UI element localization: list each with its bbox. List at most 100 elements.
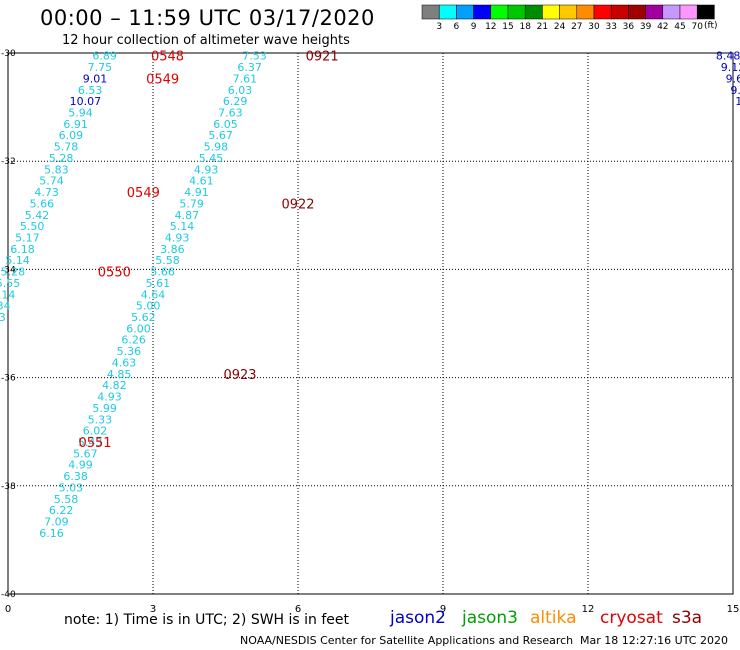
colorbar-units: (ft) (704, 21, 718, 31)
time-label: 0548 (151, 50, 184, 65)
colorbar-swatch (524, 4, 543, 20)
colorbar-swatch (507, 4, 526, 20)
colorbar-label: 15 (502, 22, 513, 32)
data-point-label: 9.91 (730, 84, 740, 97)
colorbar-swatch (542, 4, 560, 20)
colorbar-label: 24 (554, 22, 566, 32)
data-point-label: 6.91 (63, 118, 88, 131)
data-point-label: 4.93 (97, 391, 122, 404)
colorbar-swatch (593, 4, 612, 20)
plot-frame (7, 52, 734, 595)
data-point-label: 7.61 (233, 72, 258, 85)
data-point-label: 6.89 (92, 50, 117, 63)
data-point-label: 6.22 (49, 504, 74, 517)
data-point-label: 6.02 (83, 425, 108, 438)
data-point-label: 5.58 (155, 254, 180, 267)
data-point-label: 5.14 (170, 220, 195, 233)
colorbar-swatch (473, 4, 492, 20)
data-point-label: 7.09 (44, 516, 69, 529)
data-point-label: 5.33 (88, 413, 113, 426)
data-point-label: 5.99 (92, 402, 117, 415)
time-label: 0550 (98, 266, 131, 281)
data-point-label: 5.28 (49, 152, 74, 165)
y-tick-label: -34 (1, 265, 16, 275)
colorbar-label: 42 (657, 22, 668, 32)
legend-s3a: s3a (672, 608, 703, 628)
time-label: 0922 (281, 197, 314, 212)
data-point-label: 5.78 (54, 141, 79, 154)
data-point-label: 5.50 (20, 220, 45, 233)
data-point-label: 5.36 (117, 345, 142, 358)
time-label: 0551 (78, 436, 111, 451)
data-point-label: 5.42 (25, 209, 50, 222)
data-point-label: 6.18 (10, 243, 35, 256)
data-point-label: 4.93 (194, 163, 219, 176)
data-point-label: 10.0 (735, 95, 740, 108)
data-point-label: 5.59 (0, 322, 1, 335)
colorbar-label: 33 (605, 22, 616, 32)
data-point-label: 5.98 (204, 141, 229, 154)
data-point-label: 5.94 (68, 107, 93, 120)
colorbar-swatch (679, 4, 698, 20)
colorbar-swatch (559, 4, 578, 20)
colorbar-swatch (456, 4, 474, 20)
data-point-label: 5.43 (78, 436, 103, 449)
legend-jason3: jason3 (462, 608, 518, 628)
data-point-label: 4.91 (184, 186, 209, 199)
data-point-label: 6.38 (63, 470, 88, 483)
colorbar-swatch (490, 4, 509, 20)
data-point-label: 4.99 (68, 459, 93, 472)
colorbar-label: 39 (640, 22, 652, 32)
data-point-label: 9.12 (721, 61, 740, 74)
data-point-label: 4.87 (175, 209, 200, 222)
data-point-label: 6.09 (59, 129, 84, 142)
data-point-label: 4.61 (189, 175, 214, 188)
data-point-label: 5.28 (1, 266, 26, 279)
x-tick-label: 15 (727, 604, 740, 615)
colorbar-swatch (576, 4, 595, 20)
data-point-label: 5.73 (0, 311, 6, 324)
data-point-label: 5.62 (131, 311, 156, 324)
note-text: note: 1) Time is in UTC; 2) SWH is in fe… (64, 612, 350, 628)
data-point-label: 5.55 (0, 277, 20, 290)
data-point-label: 5.14 (5, 254, 30, 267)
x-tick-label: 0 (5, 604, 11, 615)
data-point-label: 5.66 (30, 197, 55, 210)
data-point-label: 5.83 (44, 163, 69, 176)
data-point-label: 4.73 (34, 186, 59, 199)
colorbar-swatch (645, 4, 664, 20)
time-label: 0549 (127, 186, 160, 201)
data-point-label: 4.63 (112, 356, 137, 369)
data-point-label: 6.14 (0, 288, 15, 301)
colorbar-swatch (662, 4, 681, 20)
data-point-label: 6.00 (126, 322, 151, 335)
data-point-label: 5.61 (146, 277, 171, 290)
data-point-label: 10.07 (70, 95, 102, 108)
legend-altika: altika (530, 608, 577, 628)
data-point-label: 5.79 (179, 197, 204, 210)
data-point-label: 6.03 (228, 84, 253, 97)
time-label: 0549 (146, 72, 179, 87)
data-point-label: 3.86 (160, 243, 185, 256)
colorbar-swatch (610, 4, 629, 20)
colorbar-swatch (628, 4, 646, 20)
colorbar-label: 9 (471, 22, 477, 32)
credit-text: NOAA/NESDIS Center for Satellite Applica… (240, 634, 574, 647)
data-point-label: 4.64 (141, 288, 166, 301)
colorbar-swatch (438, 4, 457, 20)
data-point-label: 5.67 (73, 447, 98, 460)
timestamp-text: Mar 18 12:27:16 UTC 2020 (580, 634, 728, 647)
data-point-label: 7.53 (242, 50, 267, 63)
x-tick-label: 9 (440, 604, 446, 615)
data-point-label: 4.93 (165, 231, 190, 244)
colorbar-label: 18 (519, 22, 531, 32)
data-point-label: 6.26 (121, 334, 146, 347)
data-point-label: 4.82 (102, 379, 127, 392)
y-tick-label: -40 (1, 590, 16, 600)
y-tick-label: -38 (1, 482, 16, 492)
colorbar-label: 45 (674, 22, 685, 32)
colorbar-label: 3 (436, 22, 442, 32)
time-label: 0923 (223, 368, 256, 383)
